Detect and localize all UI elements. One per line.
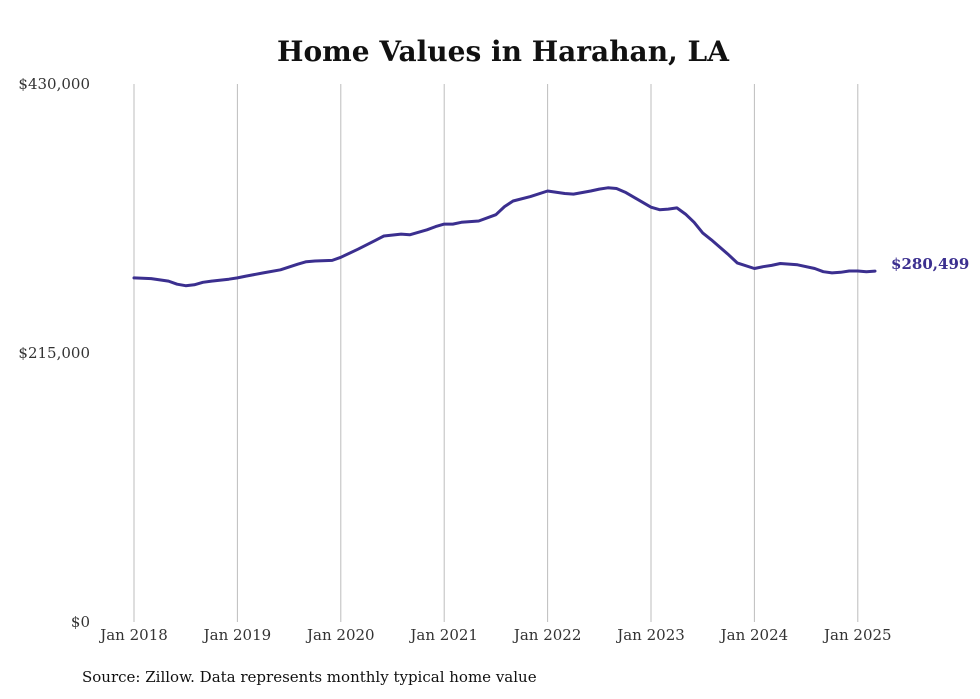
- source-note: Source: Zillow. Data represents monthly …: [82, 668, 537, 686]
- x-tick-label: Jan 2021: [408, 626, 478, 644]
- series-line: [132, 186, 877, 288]
- x-axis: Jan 2018 Jan 2019 Jan 2020 Jan 2021 Jan 2022…: [98, 626, 891, 644]
- y-tick-label: $430,000: [18, 75, 90, 93]
- end-value-label: $280,499: [891, 255, 969, 273]
- x-tick-label: Jan 2020: [305, 626, 375, 644]
- y-axis: $0 $215,000 $430,000: [18, 75, 90, 631]
- y-tick-label: $215,000: [18, 344, 90, 362]
- x-tick-label: Jan 2019: [202, 626, 272, 644]
- x-tick-label: Jan 2023: [615, 626, 685, 644]
- x-tick-label: Jan 2024: [719, 626, 789, 644]
- series-group: $280,499: [132, 186, 969, 288]
- x-tick-label: Jan 2025: [822, 626, 892, 644]
- chart-title: Home Values in Harahan, LA: [277, 35, 730, 68]
- x-tick-label: Jan 2018: [98, 626, 168, 644]
- y-tick-label: $0: [71, 613, 90, 631]
- gridlines: [133, 84, 859, 622]
- x-tick-label: Jan 2022: [512, 626, 582, 644]
